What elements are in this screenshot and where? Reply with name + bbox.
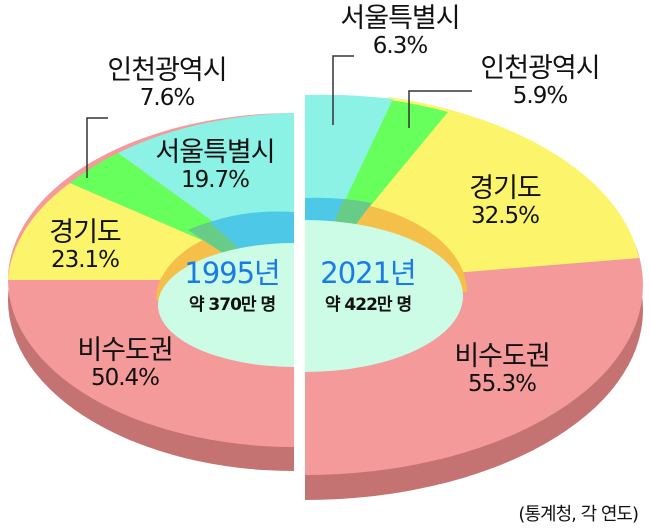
label-nonmetro-1995: 비수도권 50.4%	[77, 335, 173, 391]
center-label-1995: 1995년 약 370만 명	[184, 256, 280, 315]
label-nonmetro-2021: 비수도권 55.3%	[454, 341, 550, 397]
label-gyeonggi-1995: 경기도 23.1%	[49, 217, 122, 273]
center-1995	[158, 243, 294, 367]
leader-incheon-1995	[86, 117, 108, 178]
leader-incheon-2021	[408, 90, 472, 128]
label-seoul-1995: 서울특별시 19.7%	[155, 137, 275, 193]
donut-1995	[8, 113, 294, 471]
leader-seoul-2021	[332, 55, 354, 125]
label-incheon-1995: 인천광역시 7.6%	[107, 55, 227, 111]
label-incheon-2021: 인천광역시 5.9%	[480, 53, 600, 109]
center-2021	[305, 220, 463, 372]
label-gyeonggi-2021: 경기도 32.5%	[469, 173, 542, 229]
label-seoul-2021: 서울특별시 6.3%	[340, 3, 460, 59]
center-label-2021: 2021년 약 422만 명	[320, 256, 416, 315]
donut-2021	[305, 94, 643, 500]
source-note: (통계청, 각 연도)	[518, 504, 639, 525]
